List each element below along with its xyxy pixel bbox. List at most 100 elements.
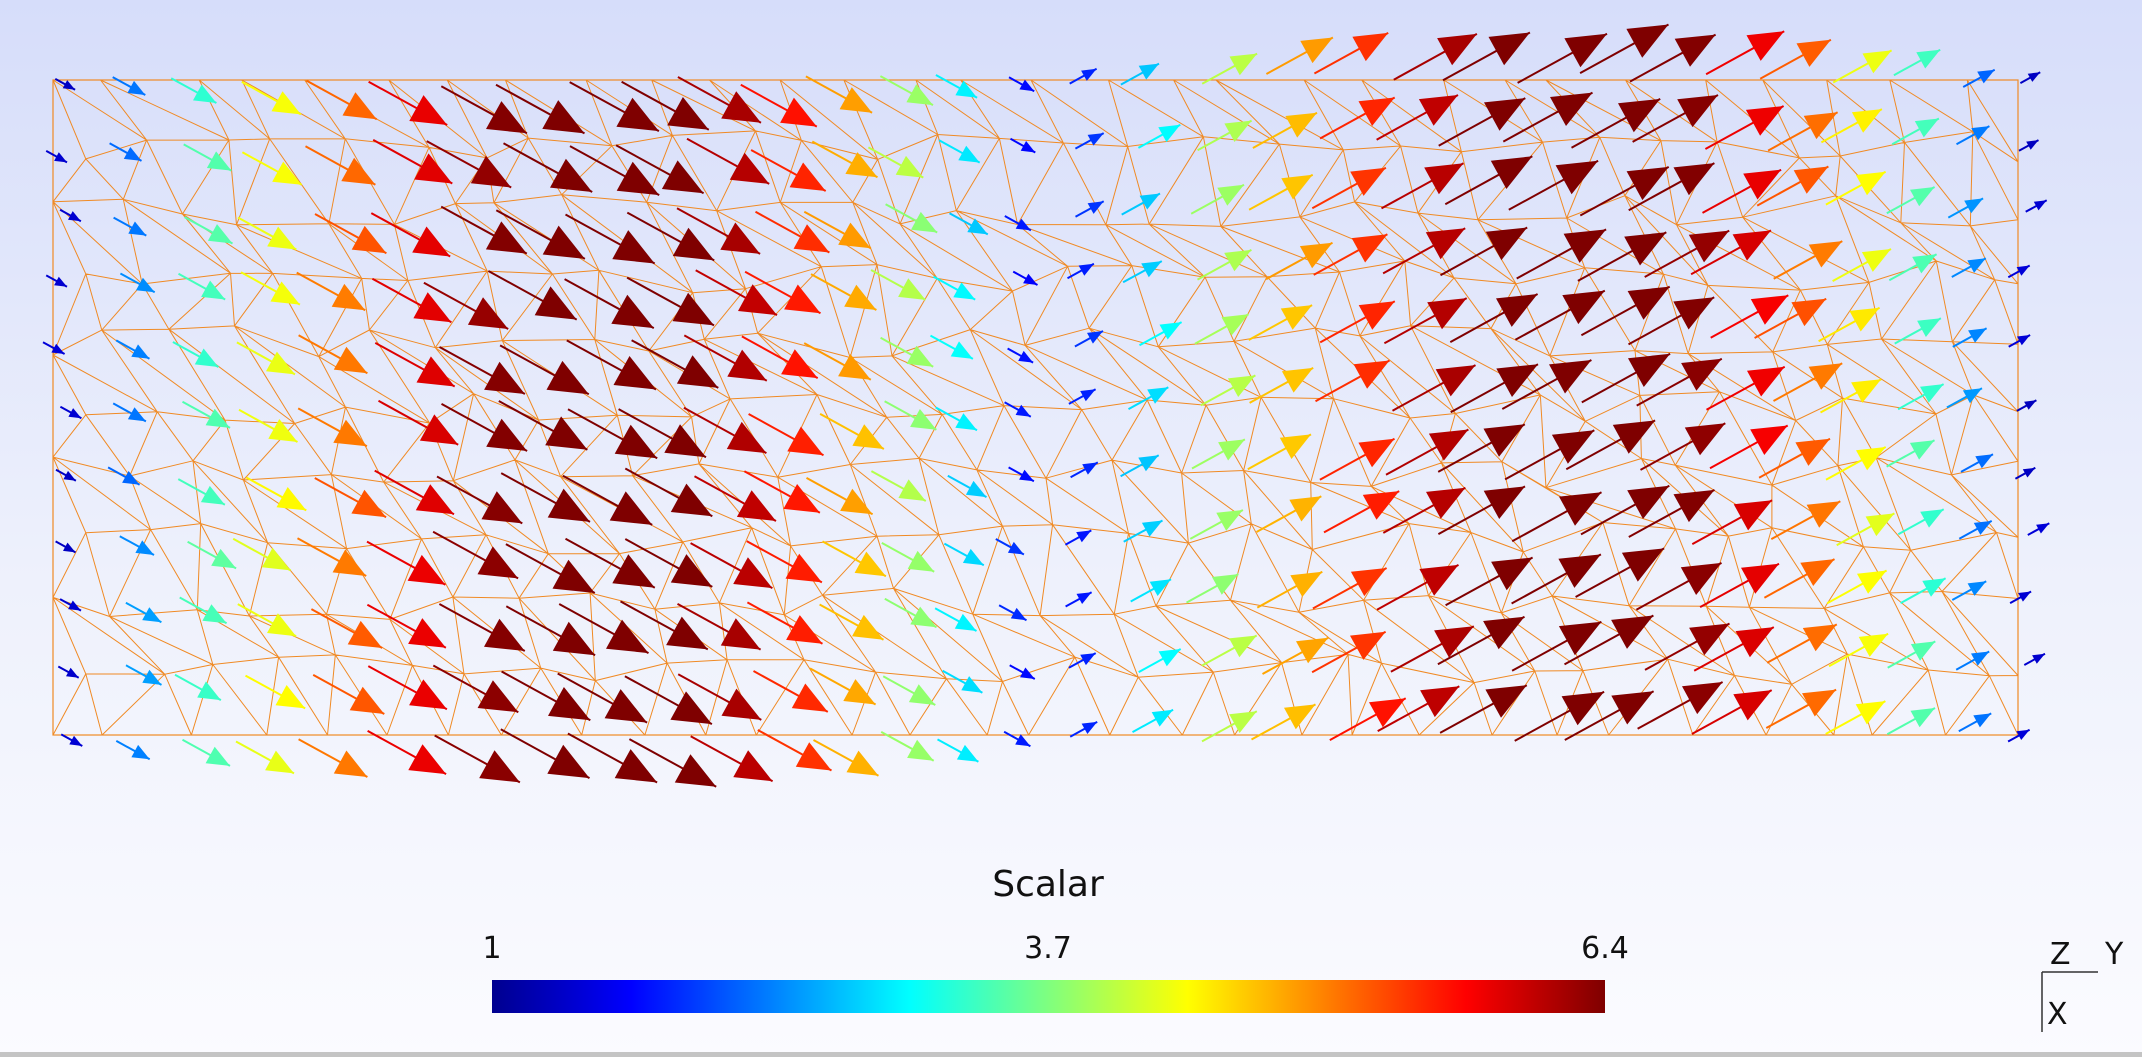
arrow-head [1851,379,1882,403]
arrow-head [908,684,936,705]
arrow-head [843,679,876,705]
arrow-head [1437,33,1477,66]
arrow-head [664,424,706,458]
arrow-head [351,489,387,518]
arrow-head [1281,367,1314,393]
arrow-head [852,614,884,640]
arrow-head [1217,184,1244,206]
arrow-head [906,84,933,106]
colorbar-max-label: 6.4 [1581,931,1629,966]
arrow-head [895,155,924,178]
arrow-head [1611,691,1654,725]
arrow-head [267,226,297,250]
orientation-axes-icon [2041,971,2098,1032]
arrow-head [1977,69,1995,84]
arrow-head [1559,492,1602,526]
arrow-head [1555,160,1599,195]
arrow-head [1218,439,1245,461]
arrow-head [68,600,81,611]
arrow-head [1082,462,1098,475]
arrow-head [552,621,596,656]
arrow-head [906,345,934,367]
arrow-head [1483,486,1525,519]
arrow-head [272,161,302,185]
arrow-head [409,95,448,125]
arrow-head [131,744,150,760]
arrow-head [205,408,230,428]
arrow-head [720,618,761,650]
arrow-head [68,211,81,222]
arrow-head [676,355,719,388]
arrow-head [123,147,142,161]
arrow-head [1689,623,1730,656]
arrow-head [1427,298,1467,330]
arrow-head [1007,541,1024,555]
arrow-head [670,691,712,725]
arrow-head [1358,97,1395,126]
arrow-head [1490,156,1533,189]
arrow-head [910,606,937,628]
arrow-head [1851,109,1882,133]
arrow-head [907,550,935,572]
arrow-head [604,689,648,723]
arrow-head [51,343,65,354]
arrow-head [135,540,154,555]
arrow-head [1612,420,1656,454]
arrow-head [1280,305,1313,330]
arrow-head [840,488,873,515]
arrow-head [1796,39,1831,67]
arrow-head [333,750,368,777]
arrow-head [1677,95,1718,128]
arrow-head [1229,711,1257,733]
arrow-head [793,224,830,253]
arrow-head [1802,624,1837,652]
arrow-head [950,341,973,359]
arrow-head [666,616,708,650]
arrow-head [1076,530,1092,543]
arrow-head [1558,554,1601,588]
arrow-head [965,480,987,498]
arrow-head [1087,133,1104,146]
arrow-head [1910,708,1935,728]
arrow-head [961,676,983,693]
arrow-head [1626,166,1669,201]
arrow-head [613,356,656,390]
arrow-head [898,278,926,300]
arrow-head [1285,112,1317,138]
arrow-head [202,604,227,624]
arrow-head [1628,353,1671,387]
arrow-head [414,153,453,184]
arrow-head [1968,328,1987,343]
arrow-head [477,546,519,579]
arrow-head [1624,232,1667,266]
arrow-head [1018,350,1034,363]
arrow-head [1973,713,1992,728]
arrow-head [1425,228,1466,260]
arrow-head [1015,218,1031,231]
axis-label-x: X [2047,997,2068,1032]
arrow-head [407,554,446,585]
arrow-head [1350,568,1387,597]
arrow-head [2033,200,2047,211]
arrow-head [1229,53,1258,76]
arrow-head [898,479,926,501]
arrow-head [1849,307,1880,332]
arrow-head [548,687,591,721]
arrow-head [408,744,447,775]
arrow-head [193,84,217,103]
arrow-head [672,227,715,261]
status-bar [0,1052,2142,1057]
arrow-head [787,426,824,456]
arrow-head [550,158,593,192]
arrow-head [275,685,306,709]
arrow-head [1015,734,1031,747]
arrow-head [142,669,162,685]
arrow-head [907,739,934,761]
arrow-head [854,551,886,577]
arrow-head [852,424,884,449]
arrow-head [795,742,832,771]
arrow-head [534,286,577,320]
arrow-head [342,92,377,120]
